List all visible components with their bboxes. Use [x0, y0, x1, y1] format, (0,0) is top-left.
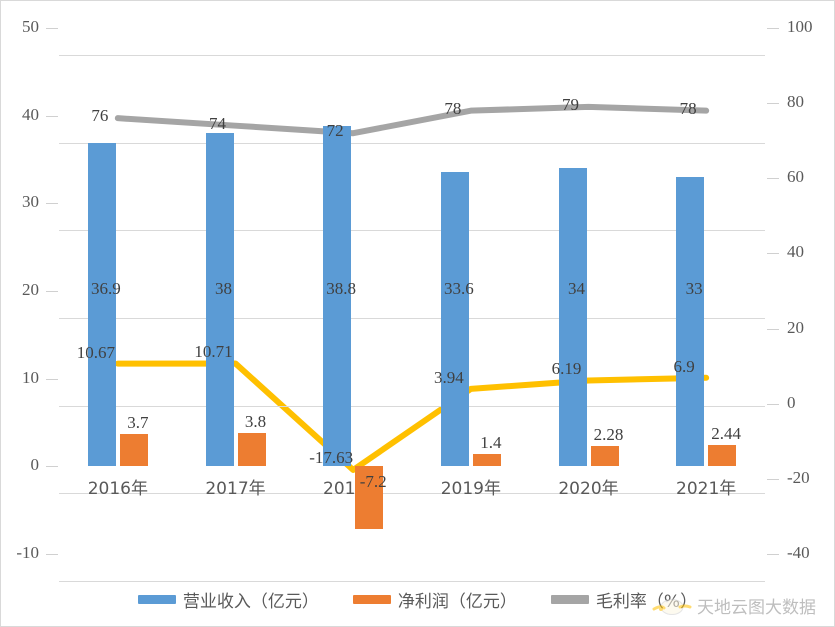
bar — [205, 133, 234, 467]
watermark: 天地云图大数据 — [652, 593, 816, 618]
right-axis-tickmark — [767, 328, 779, 330]
left-axis-tick-label: 10 — [22, 367, 39, 387]
right-axis-tickmark — [767, 28, 779, 29]
category-axis-label: 2016年 — [87, 479, 148, 500]
left-axis-tick-label: 20 — [22, 280, 39, 299]
revenue-data-label: 36.9 — [90, 279, 121, 298]
revenue-data-label: 38 — [215, 279, 232, 298]
left-axis-tick-label: 30 — [22, 192, 39, 212]
category-axis-label: 2021年 — [676, 479, 737, 500]
net-margin-data-label: 10.71 — [194, 342, 233, 362]
net-margin-data-label: 10.67 — [76, 342, 115, 362]
revenue-data-label: 33 — [685, 279, 703, 298]
left-axis-tick-label: 50 — [22, 17, 39, 36]
revenue-data-label: 38.8 — [326, 279, 357, 298]
right-axis-tick-label: 20 — [787, 317, 804, 337]
plot-area — [59, 28, 765, 582]
line-series — [114, 103, 710, 137]
bar — [323, 126, 352, 467]
revenue-data-label: 33.6 — [443, 279, 474, 298]
gross-margin-data-label: 76 — [91, 106, 109, 126]
right-axis-tickmark — [767, 253, 779, 255]
left-axis-tickmark — [46, 291, 58, 292]
right-axis-tickmark — [767, 103, 779, 105]
right-axis-tick-label: 80 — [787, 92, 804, 112]
bar — [472, 454, 501, 467]
right-axis-tick-label: 0 — [787, 392, 796, 412]
right-axis-tick-label: -40 — [787, 543, 810, 562]
gross-margin-data-label: 72 — [326, 121, 344, 141]
left-axis-tick-label: 40 — [22, 104, 39, 124]
gridline — [59, 493, 765, 495]
left-axis-tick-label: 0 — [30, 455, 40, 475]
watermark-logo-icon — [652, 597, 692, 615]
category-axis-label: 2017年 — [205, 479, 266, 500]
right-axis-tick-label: -20 — [787, 467, 810, 487]
gridline — [59, 405, 765, 407]
right-axis-tickmark — [767, 403, 779, 405]
bar — [708, 444, 737, 467]
category-axis-label: 2020年 — [558, 479, 619, 500]
left-axis-tickmark — [46, 554, 58, 555]
profit-data-label: 3.8 — [244, 412, 267, 432]
legend-swatch-icon — [550, 594, 589, 604]
gross-margin-data-label: 78 — [444, 98, 462, 118]
left-axis-tickmark — [46, 378, 58, 380]
category-axis-label: 2019年 — [440, 479, 501, 500]
gridline — [59, 230, 765, 232]
left-axis-tick-label: -10 — [16, 543, 39, 562]
bar — [440, 171, 469, 467]
net-margin-data-label: 6.19 — [551, 359, 582, 379]
left-axis-tickmark — [46, 28, 58, 29]
gridline — [59, 142, 765, 144]
bar — [676, 177, 705, 467]
right-axis-tickmark — [767, 554, 779, 555]
net-margin-data-label: 6.9 — [673, 356, 695, 376]
right-axis-tickmark — [767, 478, 779, 480]
line-series-layer — [114, 103, 710, 473]
profit-data-label: 3.7 — [127, 412, 149, 432]
legend-item[interactable]: 净利润（亿元） — [352, 587, 517, 612]
left-axis-tickmark — [46, 466, 58, 468]
watermark-text: 天地云图大数据 — [697, 598, 816, 618]
legend-item[interactable]: 营业收入（亿元） — [137, 587, 319, 612]
net-margin-data-label: 3.94 — [433, 367, 464, 387]
gross-margin-data-label: 79 — [562, 94, 579, 114]
profit-data-label: 2.44 — [711, 423, 742, 443]
revenue-data-label: 34 — [568, 279, 585, 298]
gridline — [59, 55, 765, 56]
bar — [590, 446, 619, 467]
right-axis-tick-label: 40 — [787, 242, 804, 262]
left-axis-tickmark — [46, 115, 58, 117]
gridline — [59, 318, 765, 319]
bar — [119, 433, 148, 467]
legend-label: 营业收入（亿元） — [182, 591, 319, 612]
right-axis-tick-label: 100 — [787, 17, 813, 36]
bar — [87, 142, 116, 467]
profit-data-label: -7.2 — [359, 472, 387, 492]
legend-swatch-icon — [137, 594, 176, 604]
gridline — [59, 581, 765, 582]
right-axis-tickmark — [767, 178, 779, 180]
gross-margin-data-label: 74 — [209, 113, 226, 133]
gross-margin-data-label: 78 — [679, 98, 697, 118]
right-axis-tick-label: 60 — [787, 167, 804, 187]
profit-data-label: 1.4 — [480, 433, 502, 453]
profit-data-label: 2.28 — [593, 425, 624, 445]
chart-legend: 营业收入（亿元） 净利润（亿元） 毛利率（%） — [1, 582, 834, 616]
bar — [355, 466, 384, 530]
bar — [558, 168, 587, 467]
net-margin-data-label: -17.63 — [309, 447, 354, 467]
left-axis-tickmark — [46, 203, 58, 205]
bar — [237, 433, 266, 467]
legend-label: 净利润（亿元） — [397, 591, 517, 612]
legend-swatch-icon — [352, 594, 391, 604]
